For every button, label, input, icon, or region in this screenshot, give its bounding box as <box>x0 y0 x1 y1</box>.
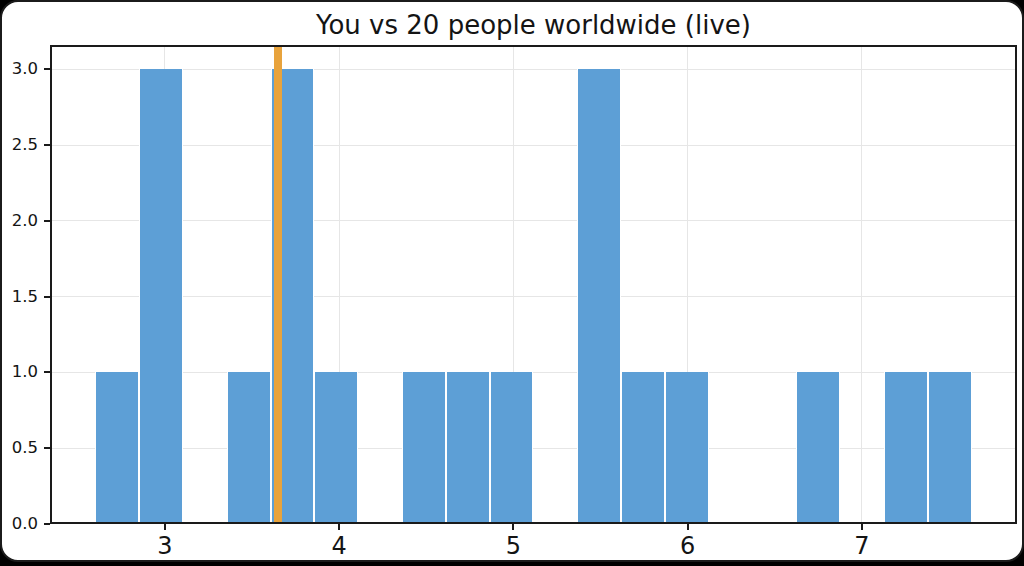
y-tick-label: 2.0 <box>0 212 38 229</box>
x-tick-label: 6 <box>663 534 713 558</box>
y-tick-label: 3.0 <box>0 60 38 77</box>
y-tick-label: 1.5 <box>0 288 38 305</box>
x-tick-mark <box>512 524 514 530</box>
x-tick-label: 7 <box>837 534 887 558</box>
y-tick-label: 2.5 <box>0 136 38 153</box>
x-tick-label: 4 <box>314 534 364 558</box>
x-tick-mark <box>338 524 340 530</box>
y-tick-mark <box>44 296 50 298</box>
figure-card: You vs 20 people worldwide (live) 3 4 5 6 7 0… <box>0 0 1024 562</box>
x-tick-mark <box>687 524 689 530</box>
chart-title: You vs 20 people worldwide (live) <box>50 10 1017 40</box>
plot-area <box>50 45 1017 524</box>
y-tick-mark <box>44 447 50 449</box>
x-tick-label: 5 <box>488 534 538 558</box>
y-tick-mark <box>44 144 50 146</box>
x-tick-mark <box>861 524 863 530</box>
x-tick-mark <box>164 524 166 530</box>
y-tick-mark <box>44 68 50 70</box>
y-tick-label: 0.0 <box>0 515 38 532</box>
y-tick-label: 1.0 <box>0 363 38 380</box>
x-tick-label: 3 <box>140 534 190 558</box>
y-tick-mark <box>44 220 50 222</box>
y-tick-mark <box>44 523 50 525</box>
axes-frame <box>50 45 1017 524</box>
y-tick-mark <box>44 371 50 373</box>
y-tick-label: 0.5 <box>0 439 38 456</box>
